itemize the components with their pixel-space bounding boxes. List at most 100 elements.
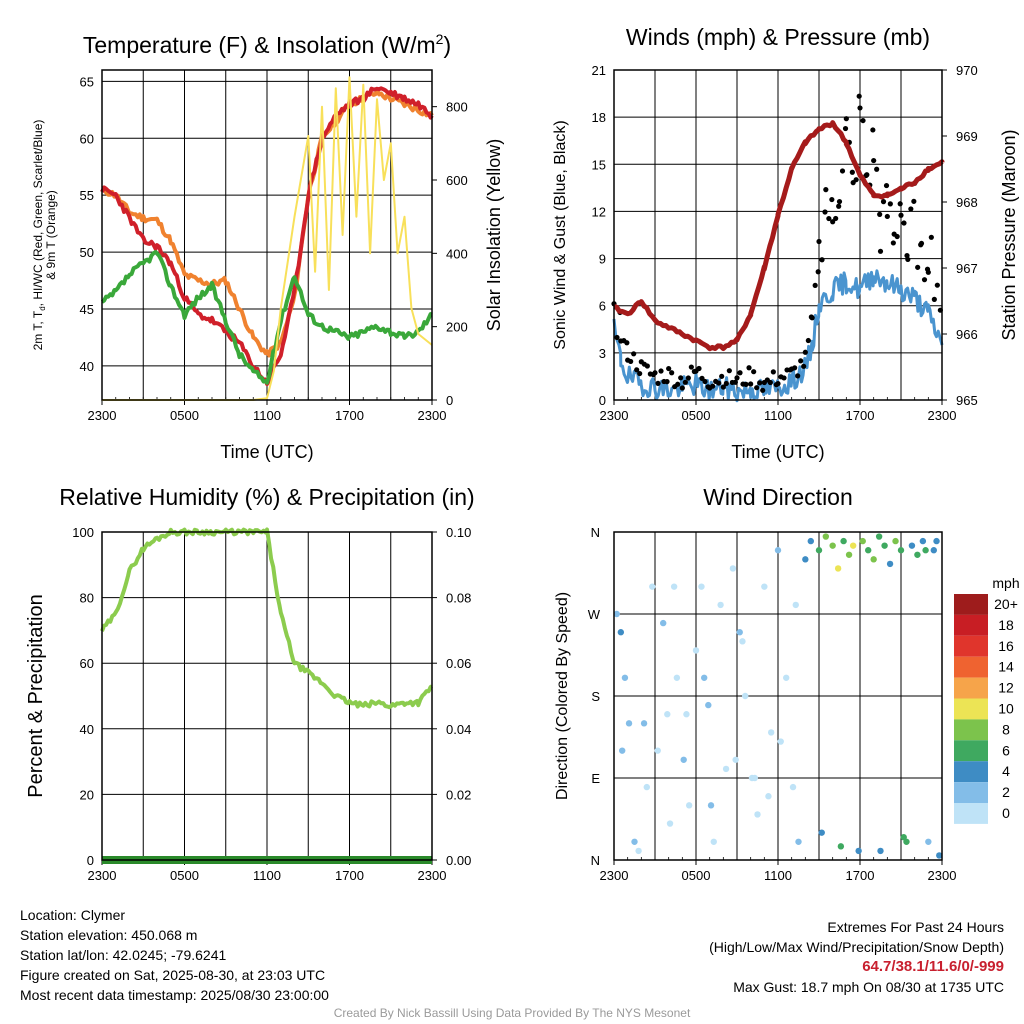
direction-point: [933, 537, 940, 545]
gust-point: [716, 380, 722, 386]
gust-point: [860, 117, 866, 124]
direction-point: [698, 583, 705, 590]
legend-label: 8: [1002, 721, 1010, 737]
direction-point: [783, 674, 790, 681]
direction-point: [751, 774, 758, 782]
y-tick-label: 21: [592, 63, 606, 78]
legend-swatch: [954, 677, 988, 699]
direction-point: [849, 542, 857, 549]
direction-point: [765, 793, 772, 800]
gust-point: [679, 385, 685, 391]
gust-point: [719, 373, 725, 379]
gust-point: [812, 282, 818, 288]
direction-point: [925, 838, 932, 845]
chart-title: Temperature (F) & Insolation (W/m2): [83, 31, 451, 58]
direction-point: [722, 765, 730, 773]
direction-point: [680, 756, 687, 763]
y-tick-label: 40: [80, 359, 94, 374]
gust-point: [911, 198, 917, 204]
x-tick-label: 0500: [682, 868, 711, 883]
gust-point: [631, 351, 637, 357]
gust-point: [898, 212, 904, 218]
legend-label: 16: [998, 638, 1014, 654]
gust-point: [746, 365, 752, 371]
gust-point: [830, 219, 836, 225]
station-info: Location: Clymer Station elevation: 450.…: [20, 905, 329, 1005]
temperature-chart: 2300 0500 1100 1700 2300 40 45 50 55 60 65 0 200 400 6…: [31, 31, 504, 462]
chart-title: Relative Humidity (%) & Precipitation (i…: [59, 484, 474, 510]
gust-point: [781, 375, 787, 381]
legend-title: mph: [992, 575, 1019, 591]
x-tick-label: 1100: [764, 408, 792, 423]
y-right-tick-label: 800: [446, 100, 468, 115]
legend-label: 12: [998, 680, 1014, 696]
direction-point: [818, 829, 825, 836]
gust-point: [737, 370, 743, 376]
x-tick-label: 2300: [928, 408, 957, 423]
gust-point: [685, 375, 691, 381]
gust-point: [702, 378, 708, 385]
gust-point: [836, 198, 843, 205]
direction-point: [683, 711, 690, 718]
y-right-tick-label: 0.06: [446, 656, 471, 671]
direction-point: [660, 619, 667, 627]
gust-point: [921, 277, 928, 283]
direction-point: [736, 629, 743, 636]
direction-point: [754, 811, 761, 818]
y-tick-label: E: [591, 771, 600, 786]
direction-point: [619, 747, 626, 754]
legend-label: 14: [998, 659, 1014, 675]
gust-point: [669, 370, 675, 376]
y-right-axis-label: Solar Insolation (Yellow): [484, 139, 504, 331]
direction-point: [859, 537, 866, 545]
y-label-line: , HI/WC (Red, Green, Scarlet/Blue): [31, 120, 45, 307]
title-end: ): [443, 32, 451, 58]
direction-point: [789, 783, 797, 791]
pressure-line: [613, 120, 945, 352]
gust-point: [826, 215, 832, 222]
humidity-line: [100, 527, 433, 710]
gust-point: [816, 238, 822, 245]
y-right-tick-label: 966: [956, 327, 978, 342]
direction-point: [919, 537, 927, 545]
gust-point: [884, 213, 890, 220]
gust-point: [688, 364, 694, 370]
legend-swatch: [954, 782, 988, 803]
y-label-subscript: d: [38, 306, 47, 310]
y-tick-label: W: [588, 607, 601, 622]
gust-point: [931, 296, 937, 302]
gust-point: [614, 334, 620, 341]
x-tick-label: 2300: [600, 408, 629, 423]
y-right-tick-label: 600: [446, 173, 468, 188]
direction-point: [729, 565, 737, 572]
gust-point: [809, 315, 815, 321]
legend-label: 6: [1002, 742, 1010, 758]
gust-point: [805, 337, 811, 344]
legend-label: 10: [998, 701, 1014, 717]
gust-point: [887, 201, 893, 207]
gust-point: [915, 264, 921, 270]
y-axis-label: Direction (Colored By Speed): [554, 592, 571, 800]
gust-point: [864, 172, 870, 178]
gust-point: [890, 240, 896, 246]
gust-point: [801, 363, 807, 369]
direction-point: [936, 852, 943, 859]
direction-point: [640, 720, 648, 727]
y-tick-label: 100: [72, 525, 94, 540]
gust-point: [857, 105, 863, 111]
y-label-line: & 9m T (Orange): [44, 190, 58, 280]
direction-point: [761, 583, 768, 590]
gust-point: [843, 116, 849, 122]
gust-point: [928, 234, 934, 240]
gust-point: [874, 166, 880, 172]
latlon-text: Station lat/lon: 42.0245; -79.6241: [20, 947, 227, 963]
gust-point: [823, 187, 829, 193]
legend-swatch: [954, 635, 988, 657]
y-tick-label: N: [591, 853, 600, 868]
extremes-info: Extremes For Past 24 Hours (High/Low/Max…: [709, 917, 1004, 997]
gust-point: [871, 157, 877, 164]
legend-label: 0: [1002, 805, 1010, 821]
gust-point: [795, 373, 801, 379]
